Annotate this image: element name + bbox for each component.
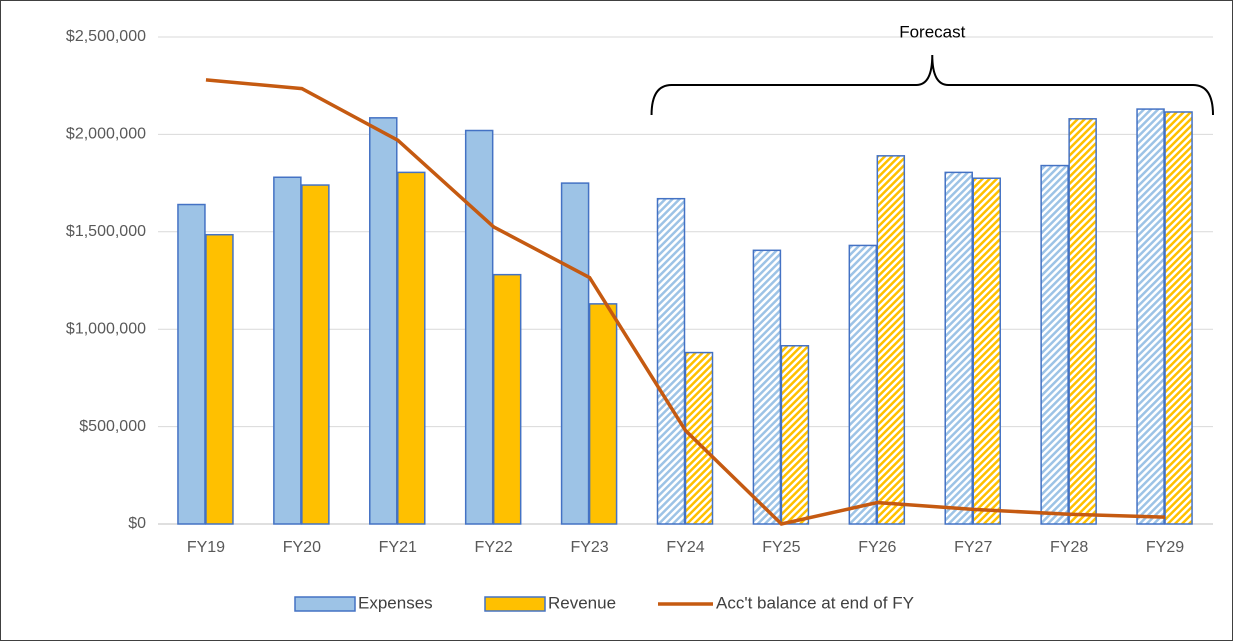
bar — [177, 203, 206, 525]
bar — [656, 197, 686, 525]
x-tick-label: FY25 — [762, 539, 800, 556]
x-tick-label: FY23 — [570, 539, 608, 556]
bar — [848, 244, 878, 525]
x-tick-label: FY21 — [379, 539, 417, 556]
legend-label: Acc't balance at end of FY — [716, 593, 914, 612]
bar — [1164, 111, 1193, 525]
x-tick-label: FY29 — [1146, 539, 1184, 556]
bar — [464, 129, 494, 525]
legend-swatch — [294, 596, 356, 612]
bar — [560, 182, 590, 525]
bar — [588, 303, 618, 525]
bar — [684, 351, 714, 525]
bar — [273, 176, 302, 525]
y-tick-label: $500,000 — [79, 418, 146, 435]
y-tick-label: $2,000,000 — [66, 126, 146, 143]
bar — [944, 171, 973, 525]
y-tick-label: $0 — [128, 515, 146, 532]
legend-swatch — [484, 596, 546, 612]
y-tick-label: $1,000,000 — [66, 320, 146, 337]
x-tick-label: FY24 — [666, 539, 704, 556]
x-tick-label: FY28 — [1050, 539, 1088, 556]
y-tick-label: $2,500,000 — [66, 28, 146, 45]
bar — [1068, 118, 1097, 525]
x-tick-label: FY27 — [954, 539, 992, 556]
annotation: Forecast — [899, 22, 965, 41]
x-tick-label: FY22 — [475, 539, 513, 556]
bar — [205, 233, 234, 525]
legend-label: Expenses — [358, 593, 433, 612]
bar — [1136, 108, 1165, 525]
bar — [876, 155, 906, 525]
line-series — [205, 78, 1166, 526]
bar — [369, 117, 398, 525]
forecast-brace — [650, 54, 1214, 116]
bar — [492, 273, 522, 525]
bar — [780, 345, 810, 525]
bar — [972, 177, 1001, 525]
y-tick-label: $1,500,000 — [66, 223, 146, 240]
bar — [397, 171, 426, 525]
x-tick-label: FY20 — [283, 539, 321, 556]
x-tick-label: FY19 — [187, 539, 225, 556]
bar — [752, 249, 782, 525]
bar — [301, 184, 330, 525]
bar — [1040, 164, 1069, 525]
x-tick-label: FY26 — [858, 539, 896, 556]
legend-label: Revenue — [548, 593, 616, 612]
